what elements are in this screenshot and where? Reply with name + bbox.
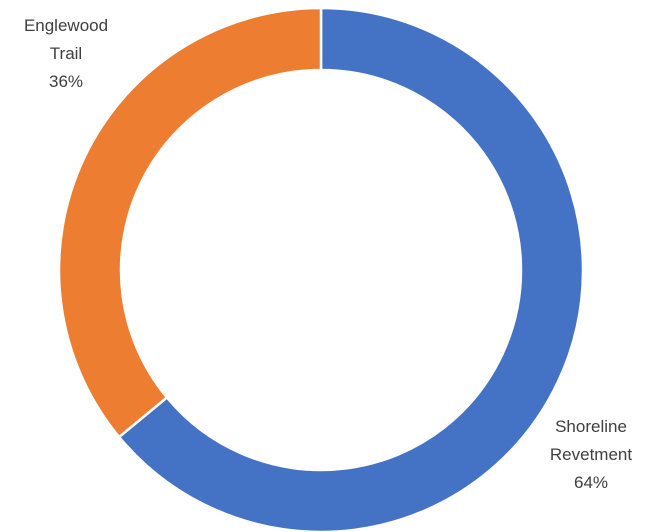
data-label-category-line: Shoreline [555,417,627,436]
data-label-category-line: Trail [50,44,82,63]
data-label-category-line: Revetment [550,445,632,464]
data-label-value: 64% [574,473,608,492]
donut-slices [57,6,585,532]
data-label-englewood-trail: Englewood Trail 36% [24,16,108,91]
donut-slice-englewood-trail [57,6,323,439]
data-label-shoreline-revetment: Shoreline Revetment 64% [550,417,632,492]
data-labels: Shoreline Revetment 64% Englewood Trail 36% [24,16,632,492]
data-label-category-line: Englewood [24,16,108,35]
data-label-value: 36% [49,72,83,91]
donut-slice-shoreline-revetment [117,6,585,532]
